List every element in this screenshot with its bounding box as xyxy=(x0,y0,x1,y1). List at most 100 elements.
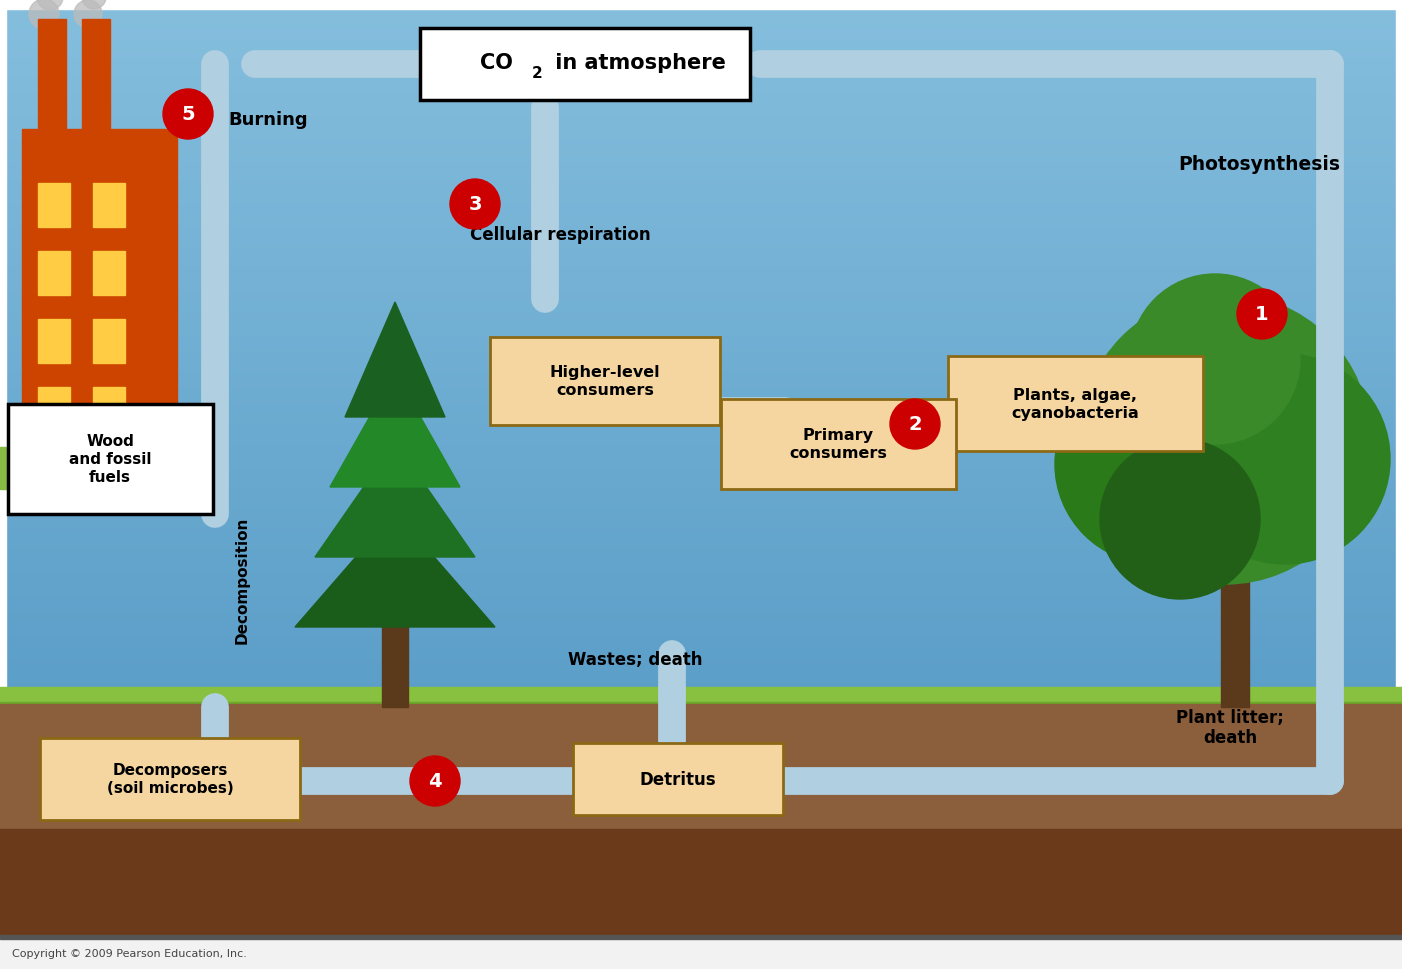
Bar xyxy=(0,97,1402,104)
Bar xyxy=(0,641,1402,648)
Bar xyxy=(0,283,1402,290)
Text: CO: CO xyxy=(479,53,513,73)
Bar xyxy=(381,587,408,707)
Bar xyxy=(38,320,70,363)
Bar xyxy=(0,502,1402,509)
Bar xyxy=(38,252,70,296)
Bar xyxy=(0,448,200,489)
Circle shape xyxy=(1180,355,1389,564)
Text: Copyright © 2009 Pearson Education, Inc.: Copyright © 2009 Pearson Education, Inc. xyxy=(13,948,247,958)
Bar xyxy=(0,595,1402,602)
Bar xyxy=(0,829,1402,939)
Bar xyxy=(38,20,66,130)
Circle shape xyxy=(1130,275,1300,445)
Bar xyxy=(0,456,1402,463)
Bar xyxy=(0,445,1402,452)
Bar xyxy=(0,566,1402,573)
Bar xyxy=(0,0,6,969)
Bar xyxy=(0,496,1402,503)
Circle shape xyxy=(81,0,107,10)
Bar xyxy=(0,537,1402,544)
Bar xyxy=(0,462,1402,469)
Bar xyxy=(93,320,125,363)
Bar xyxy=(0,601,1402,608)
Bar xyxy=(0,202,1402,208)
Text: Plant litter;
death: Plant litter; death xyxy=(1176,708,1284,747)
Bar xyxy=(0,120,1402,127)
Bar xyxy=(573,743,782,815)
Text: Decomposers
(soil microbes): Decomposers (soil microbes) xyxy=(107,763,233,796)
Bar xyxy=(0,525,1402,532)
Bar xyxy=(0,543,1402,549)
Bar xyxy=(0,607,1402,613)
Bar xyxy=(0,422,1402,428)
Text: Photosynthesis: Photosynthesis xyxy=(1178,155,1340,174)
Bar xyxy=(0,126,1402,133)
Bar xyxy=(0,531,1402,538)
Text: Burning: Burning xyxy=(229,110,307,129)
Bar xyxy=(0,334,1402,341)
Bar xyxy=(0,490,1402,497)
Bar xyxy=(0,28,1402,35)
Bar xyxy=(0,138,1402,144)
Bar xyxy=(0,219,1402,226)
Text: in atmosphere: in atmosphere xyxy=(548,53,726,73)
Bar xyxy=(0,439,1402,446)
Bar xyxy=(721,399,956,489)
Bar xyxy=(0,704,1402,939)
Bar xyxy=(0,155,1402,162)
Circle shape xyxy=(1237,290,1287,340)
Bar xyxy=(0,687,1402,709)
Bar xyxy=(0,114,1402,121)
Bar xyxy=(0,260,1402,266)
Bar xyxy=(0,340,1402,347)
Bar xyxy=(0,46,1402,52)
Bar xyxy=(93,184,125,228)
Bar xyxy=(0,161,1402,168)
Bar xyxy=(0,358,1402,364)
Text: Cellular respiration: Cellular respiration xyxy=(470,226,651,244)
Bar xyxy=(0,172,1402,179)
Bar xyxy=(0,676,1402,683)
Bar xyxy=(0,305,1402,312)
Circle shape xyxy=(409,756,460,806)
Text: 3: 3 xyxy=(468,196,482,214)
Bar xyxy=(0,392,1402,399)
Bar xyxy=(93,252,125,296)
Bar xyxy=(0,178,1402,185)
Bar xyxy=(0,935,1402,939)
Bar xyxy=(0,0,1402,6)
Text: Decomposition: Decomposition xyxy=(234,516,250,643)
Bar xyxy=(0,143,1402,150)
Bar xyxy=(948,358,1203,452)
Polygon shape xyxy=(345,302,444,418)
Bar xyxy=(0,184,1402,191)
Bar xyxy=(0,687,1402,694)
Circle shape xyxy=(450,180,501,230)
Bar xyxy=(0,0,1402,10)
Bar xyxy=(0,294,1402,300)
Bar xyxy=(0,665,1402,672)
Bar xyxy=(421,29,750,101)
Bar xyxy=(0,346,1402,353)
Bar xyxy=(0,103,1402,109)
Bar xyxy=(0,671,1402,677)
Bar xyxy=(0,289,1402,296)
Circle shape xyxy=(1101,440,1260,600)
Bar xyxy=(0,485,1402,492)
Text: Plants, algae,
cyanobacteria: Plants, algae, cyanobacteria xyxy=(1011,389,1138,422)
Bar xyxy=(0,254,1402,261)
Bar xyxy=(0,937,1402,969)
Bar xyxy=(0,323,1402,329)
Bar xyxy=(0,404,1402,411)
Bar xyxy=(41,738,300,820)
Bar xyxy=(0,508,1402,515)
Polygon shape xyxy=(329,373,460,487)
Text: Higher-level
consumers: Higher-level consumers xyxy=(550,365,660,398)
Text: 4: 4 xyxy=(428,771,442,791)
Bar xyxy=(0,427,1402,434)
Bar xyxy=(0,554,1402,561)
Bar xyxy=(0,271,1402,278)
Bar xyxy=(0,451,1402,457)
Bar xyxy=(0,11,1402,17)
